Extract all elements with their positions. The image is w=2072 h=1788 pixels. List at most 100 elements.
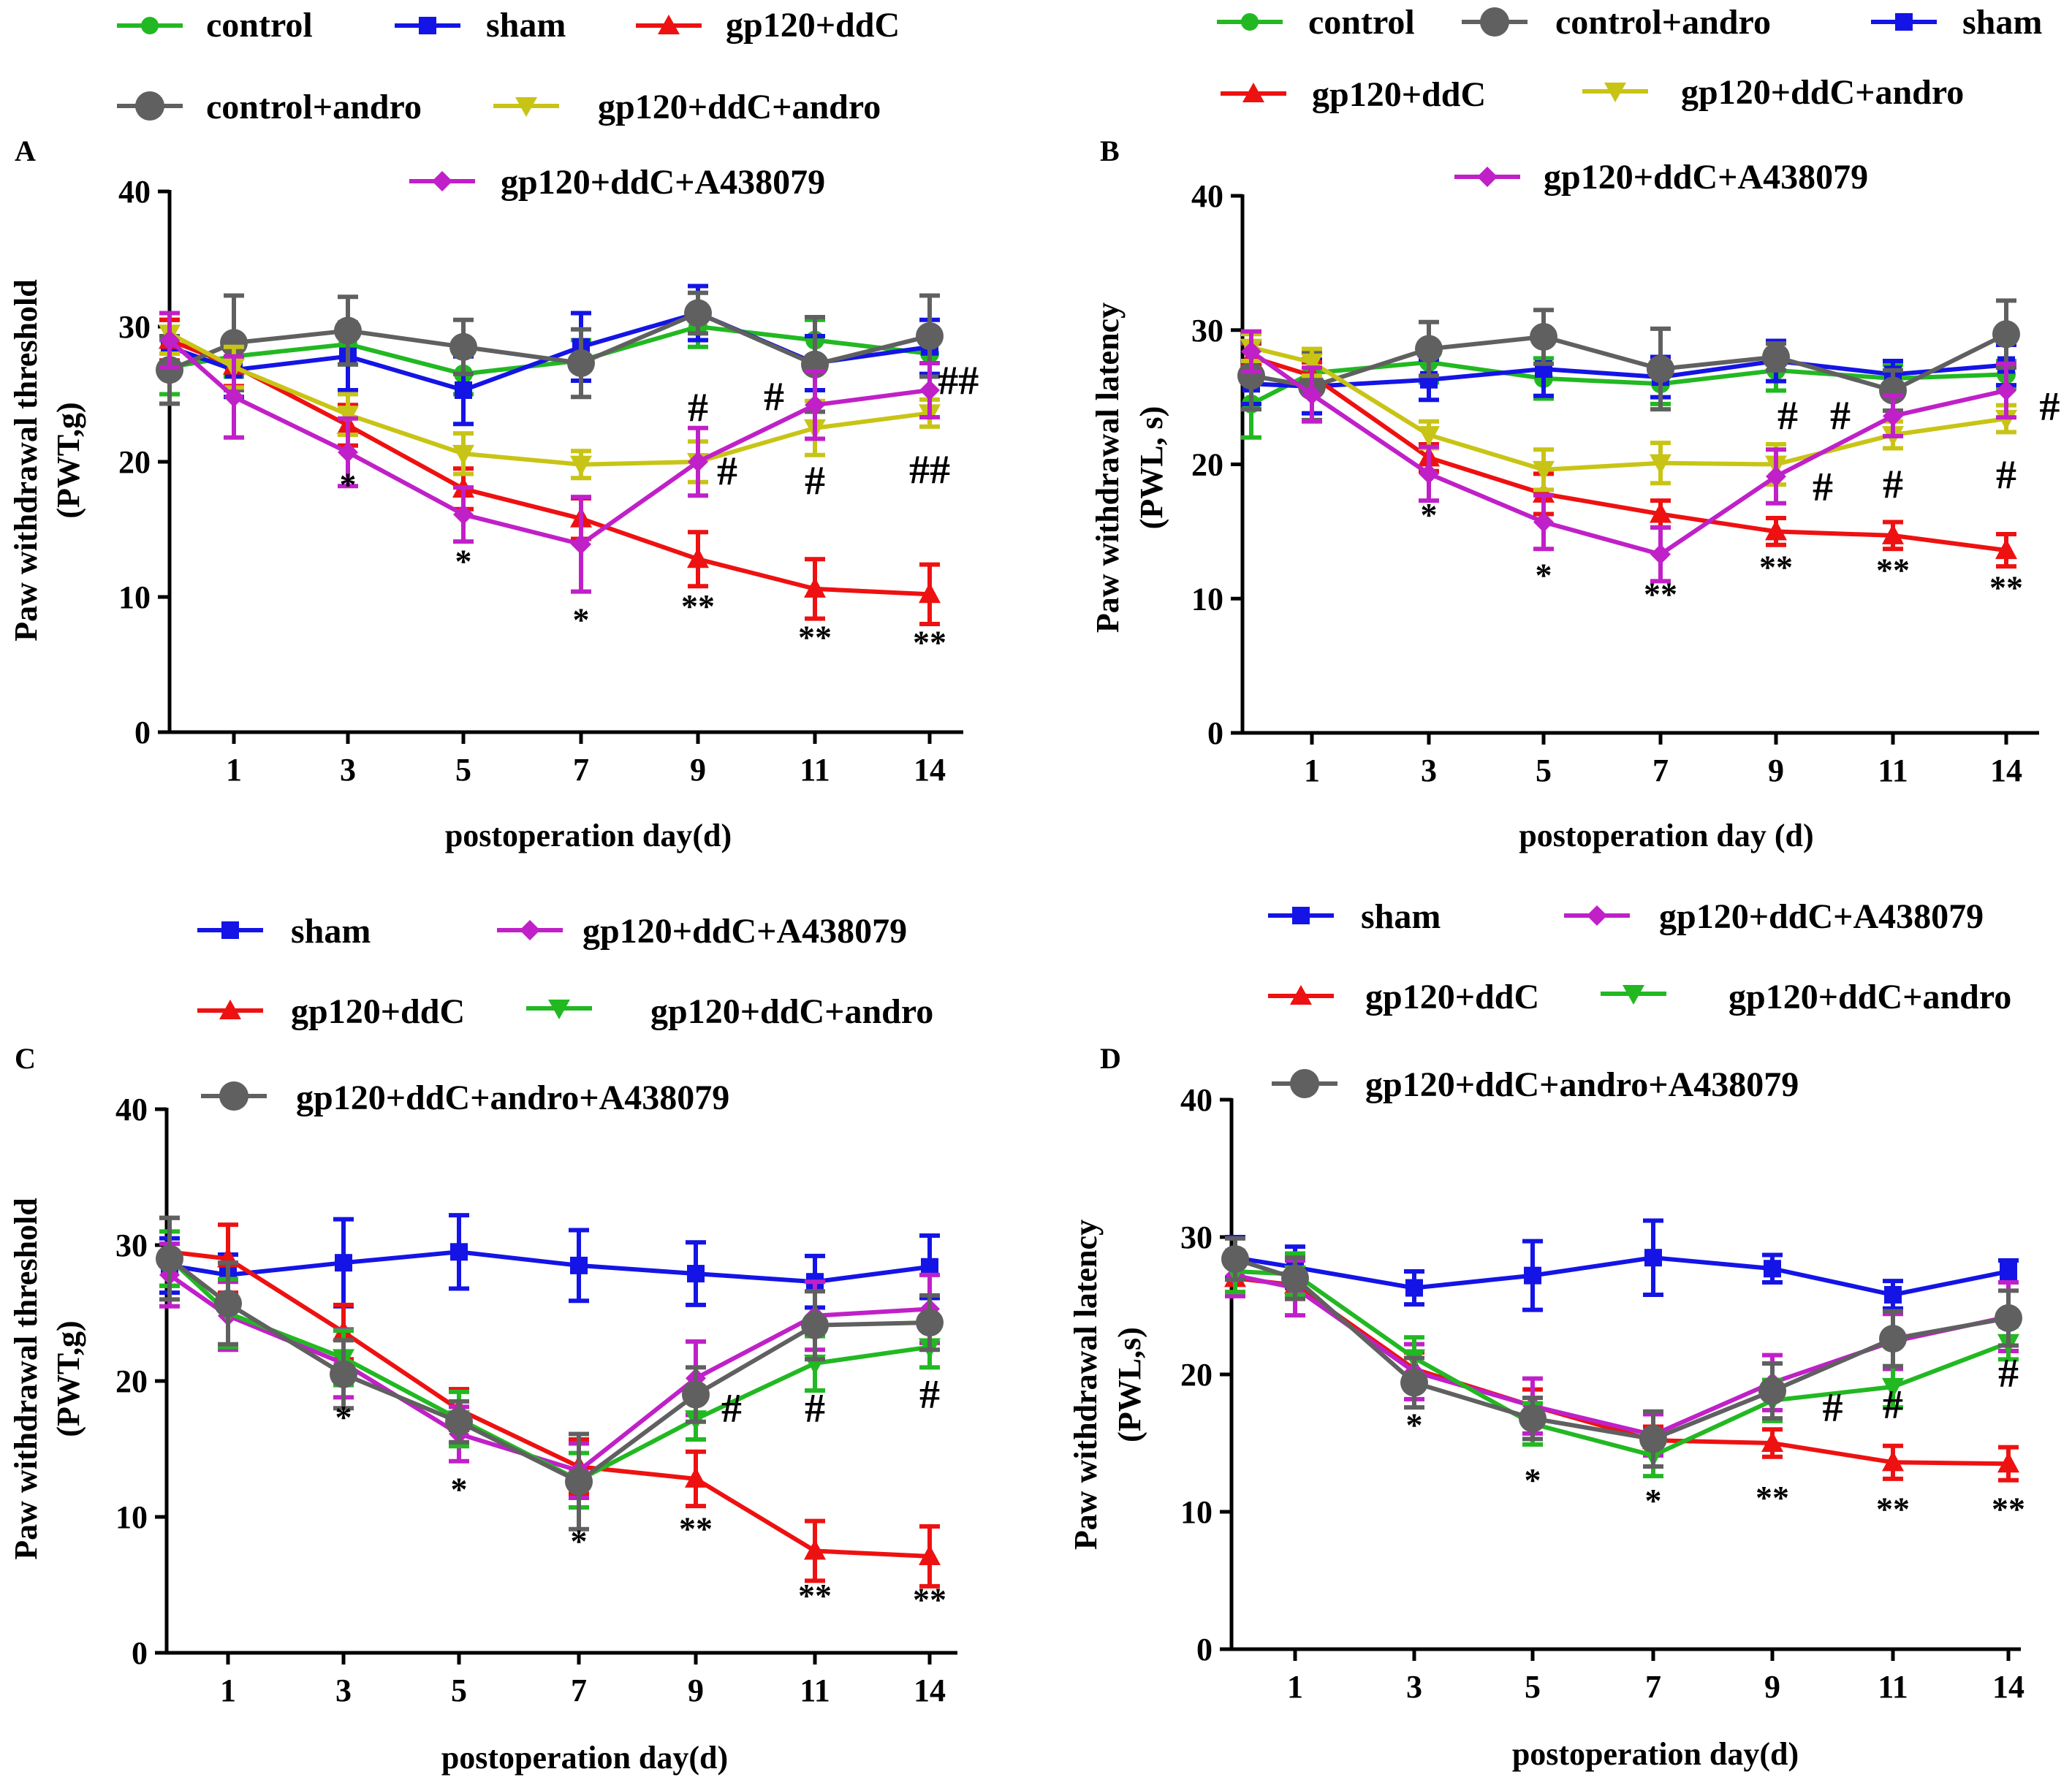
series-line [1250, 349, 2007, 557]
legend-marker [135, 91, 164, 121]
data-point [1644, 1249, 1662, 1267]
y-axis-unit-label: (PWL,s) [1112, 1327, 1147, 1442]
legend-marker [1587, 905, 1607, 926]
x-tick-label: 1 [1287, 1669, 1303, 1705]
series-line [1234, 1276, 2009, 1466]
significance-mark: # [1883, 462, 1903, 507]
x-tick-label: 9 [690, 752, 706, 788]
panel-letter: A [15, 134, 36, 167]
x-tick-label: 14 [1990, 753, 2022, 788]
significance-mark: # [1830, 394, 1851, 439]
legend-item: gp120+ddC+andro [526, 992, 933, 1031]
significance-mark: ## [909, 448, 950, 493]
legend: sham gp120+ddC+A438079 gp120+ddC gp120+d… [1268, 897, 2011, 1104]
legend-label: sham [1962, 3, 2042, 42]
legend-item: gp120+ddC+A438079 [409, 163, 825, 202]
x-tick-label: 3 [1421, 753, 1437, 788]
significance-mark: ** [913, 624, 946, 661]
data-point [919, 582, 941, 604]
x-tick-label: 5 [1536, 753, 1552, 788]
y-tick-label: 10 [1191, 581, 1223, 617]
data-point [1419, 463, 1439, 484]
significance-mark: ** [798, 1577, 832, 1614]
axes: 0 10 20 30 40 1 3 5 7 9 11 14 [115, 1092, 957, 1708]
legend-item: gp120+ddC+andro+A438079 [201, 1078, 729, 1117]
data-point [1884, 1285, 1902, 1304]
significance-mark: # [805, 1386, 825, 1431]
legend-label: gp120+ddC+A438079 [582, 912, 907, 951]
legend-marker [1292, 907, 1310, 924]
legend-marker [658, 15, 680, 34]
legend-marker [1477, 167, 1498, 187]
data-point [1302, 384, 1322, 405]
y-axis-label: Paw withdrawal latency [1090, 303, 1126, 633]
panel-letter: C [15, 1042, 36, 1075]
x-tick-label: 3 [335, 1673, 352, 1708]
data-point [335, 1254, 352, 1272]
series-gp120-ddc-a438079 [1241, 329, 2016, 584]
legend-item: gp120+ddC+andro+A438079 [1272, 1065, 1799, 1104]
data-point [570, 455, 592, 476]
legend-label: gp120+ddC [1365, 978, 1539, 1016]
significance-mark: ** [1759, 549, 1793, 586]
data-point [1418, 426, 1440, 447]
x-tick-label: 14 [1992, 1669, 2024, 1705]
data-point [1405, 1279, 1423, 1297]
data-point [685, 1466, 707, 1488]
significance-mark: # [1998, 1351, 2019, 1396]
legend-item: gp120+ddC+A438079 [497, 912, 907, 951]
legend-marker [221, 921, 239, 939]
data-point [1764, 1260, 1781, 1278]
legend-marker [1242, 83, 1264, 102]
y-tick-label: 0 [1207, 715, 1223, 751]
significance-mark: ** [798, 618, 832, 655]
y-tick-label: 40 [118, 174, 151, 210]
significance-mark: * [340, 465, 357, 503]
series-line [1251, 358, 2007, 389]
x-tick-label: 9 [1768, 753, 1784, 788]
legend-label: control+andro [206, 88, 422, 126]
data-point [450, 1243, 468, 1261]
data-point [330, 1360, 357, 1388]
data-point [684, 299, 712, 327]
series-line [168, 1257, 930, 1485]
data-point [1995, 410, 2017, 431]
legend-label: control+andro [1555, 3, 1771, 42]
x-tick-label: 14 [914, 752, 946, 788]
x-tick-label: 14 [914, 1673, 946, 1708]
data-point [1524, 1266, 1541, 1285]
series-line [168, 338, 930, 547]
data-point [1765, 520, 1787, 541]
x-tick-label: 7 [573, 752, 589, 788]
y-tick-label: 40 [1180, 1082, 1213, 1118]
significance-mark: # [919, 1372, 940, 1418]
significance-mark: # [1777, 394, 1798, 439]
legend-label: gp120+ddC+andro+A438079 [296, 1078, 729, 1117]
data-point [1533, 511, 1554, 533]
y-tick-label: 0 [132, 1635, 148, 1671]
data-point [1647, 355, 1674, 384]
legend-item: sham [395, 6, 566, 45]
significance-mark: # [688, 386, 708, 431]
x-tick-label: 3 [1406, 1669, 1422, 1705]
y-tick-label: 30 [118, 309, 151, 345]
x-tick-label: 9 [1764, 1669, 1780, 1705]
y-tick-label: 0 [1196, 1632, 1213, 1667]
legend-item: control [1217, 3, 1415, 42]
legend-marker [1241, 13, 1259, 31]
series-sham [1241, 338, 2016, 416]
x-tick-label: 7 [571, 1673, 587, 1708]
y-tick-label: 10 [115, 1499, 148, 1535]
data-point [156, 356, 183, 384]
legend-item: gp120+ddC+andro [1601, 978, 2011, 1016]
significance-mark: ** [1876, 551, 1910, 588]
series-gp120-ddc-a438079 [159, 311, 940, 594]
significance-mark: ** [1989, 568, 2023, 606]
data-point [1882, 523, 1904, 544]
series-sham [1225, 1218, 2019, 1312]
data-point [1882, 1377, 1904, 1399]
series-line [1250, 359, 2007, 406]
data-point [1879, 1325, 1907, 1353]
series-line [1234, 1255, 2009, 1298]
